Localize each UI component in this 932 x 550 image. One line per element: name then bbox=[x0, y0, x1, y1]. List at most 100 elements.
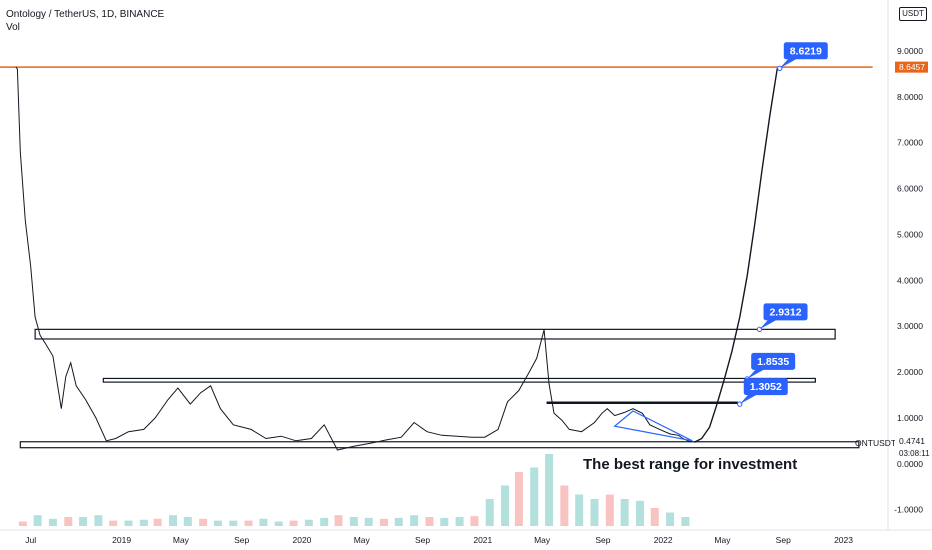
volume-bar bbox=[64, 517, 73, 526]
callout-box bbox=[763, 303, 808, 321]
volume-bar bbox=[470, 516, 479, 526]
x-tick-label: 2021 bbox=[473, 535, 492, 545]
resistance-price-tag: 8.6457 bbox=[895, 61, 928, 73]
volume-bar bbox=[394, 517, 403, 526]
volume-bar bbox=[199, 518, 208, 526]
x-tick-label: Sep bbox=[776, 535, 791, 545]
volume-bar bbox=[213, 520, 222, 526]
volume-bar bbox=[650, 508, 659, 526]
x-tick-label: Jul bbox=[25, 535, 36, 545]
volume-bar bbox=[109, 520, 118, 526]
volume-bar bbox=[139, 519, 148, 526]
volume-bar bbox=[18, 521, 27, 526]
projection-curve bbox=[693, 68, 778, 443]
symbol-label: ONTUSDT bbox=[855, 438, 896, 448]
x-tick-label: May bbox=[173, 535, 190, 545]
support-resistance-boxes bbox=[0, 66, 873, 449]
y-tick-label: 1.0000 bbox=[897, 413, 923, 423]
volume-bar bbox=[455, 517, 464, 526]
chart-title: Ontology / TetherUS, 1D, BINANCE bbox=[6, 9, 165, 20]
volume-bar bbox=[274, 521, 283, 526]
callout-pointer bbox=[747, 368, 766, 379]
volume-bar bbox=[244, 520, 253, 526]
volume-bar bbox=[94, 515, 103, 526]
range-top-box bbox=[34, 328, 836, 340]
x-tick-label: 2019 bbox=[112, 535, 131, 545]
volume-bar bbox=[364, 517, 373, 526]
x-tick-label: 2020 bbox=[293, 535, 312, 545]
triangle-outline bbox=[613, 410, 693, 442]
volume-bar bbox=[410, 515, 419, 526]
volume-bar bbox=[485, 499, 494, 526]
x-tick-label: May bbox=[354, 535, 371, 545]
volume-bar bbox=[545, 454, 554, 526]
volume-label: Vol bbox=[6, 22, 20, 33]
volume-bar bbox=[183, 517, 192, 526]
callout-pointer bbox=[759, 319, 778, 330]
last-price-label: 0.4741 bbox=[899, 436, 925, 446]
volume-bar bbox=[349, 517, 358, 526]
x-tick-label: 2022 bbox=[654, 535, 673, 545]
price-axis: 9.0000 8.0000 7.0000 6.0000 5.0000 4.0000 3.00… bbox=[887, 0, 923, 530]
callout-label: 2.9312 bbox=[769, 306, 801, 318]
callout-box bbox=[783, 42, 828, 60]
volume-bar bbox=[530, 467, 539, 526]
callout-box bbox=[743, 378, 788, 396]
volume-bar bbox=[124, 520, 133, 526]
x-tick-label: Sep bbox=[234, 535, 249, 545]
volume-bar bbox=[379, 518, 388, 526]
volume-bar bbox=[334, 515, 343, 526]
volume-bar bbox=[229, 520, 238, 526]
callout-label: 1.3052 bbox=[750, 381, 782, 393]
y-tick-label: 5.0000 bbox=[897, 229, 923, 239]
volume-bar bbox=[304, 519, 313, 526]
last-price-tag: 0.4741 03:08:11 bbox=[895, 436, 930, 458]
volume-bar bbox=[425, 517, 434, 526]
y-tick-label: 6.0000 bbox=[897, 184, 923, 194]
y-tick-label: 4.0000 bbox=[897, 275, 923, 285]
volume-bar bbox=[514, 472, 523, 526]
x-tick-label: Sep bbox=[415, 535, 430, 545]
volume-bar bbox=[259, 518, 268, 526]
volume-bar bbox=[666, 512, 675, 526]
volume-bar bbox=[33, 515, 42, 526]
callout-2.9312: 2.9312 bbox=[756, 303, 808, 333]
y-tick-label: 0.0000 bbox=[897, 459, 923, 469]
volume-bar bbox=[590, 499, 599, 526]
y-tick-label: 2.0000 bbox=[897, 367, 923, 377]
price-line bbox=[15, 66, 693, 451]
volume-bar bbox=[320, 517, 329, 526]
resistance-price-label: 8.6457 bbox=[899, 62, 925, 72]
callout-1.8535: 1.8535 bbox=[744, 352, 796, 382]
y-tick-label: 8.0000 bbox=[897, 92, 923, 102]
volume-bar bbox=[620, 499, 629, 526]
volume-bar bbox=[440, 517, 449, 526]
price-series bbox=[15, 66, 778, 451]
x-tick-label: May bbox=[714, 535, 731, 545]
volume-bars bbox=[18, 454, 690, 526]
support-box bbox=[19, 441, 860, 449]
x-tick-label: May bbox=[534, 535, 551, 545]
currency-button[interactable]: USDT bbox=[899, 7, 927, 21]
time-axis: Jul 2019 May Sep 2020 May Sep 2021 May Sep 2022 May… bbox=[0, 529, 932, 545]
callout-label: 1.8535 bbox=[757, 356, 789, 368]
volume-bar bbox=[501, 485, 510, 526]
y-tick-label: 7.0000 bbox=[897, 138, 923, 148]
volume-bar bbox=[79, 517, 88, 526]
callout-label: 8.6219 bbox=[790, 45, 822, 57]
callout-pointer bbox=[779, 58, 798, 69]
volume-bar bbox=[681, 517, 690, 526]
volume-bar bbox=[48, 518, 57, 526]
callout-box bbox=[751, 352, 796, 370]
volume-bar bbox=[153, 518, 162, 526]
volume-bar bbox=[575, 494, 584, 526]
y-tick-label: 9.0000 bbox=[897, 46, 923, 56]
x-tick-label: Sep bbox=[595, 535, 610, 545]
volume-bar bbox=[560, 485, 569, 526]
callout-1.3052: 1.3052 bbox=[737, 378, 788, 407]
volume-bar bbox=[169, 515, 178, 526]
triangle-pattern bbox=[613, 410, 693, 442]
x-tick-label: 2023 bbox=[834, 535, 853, 545]
